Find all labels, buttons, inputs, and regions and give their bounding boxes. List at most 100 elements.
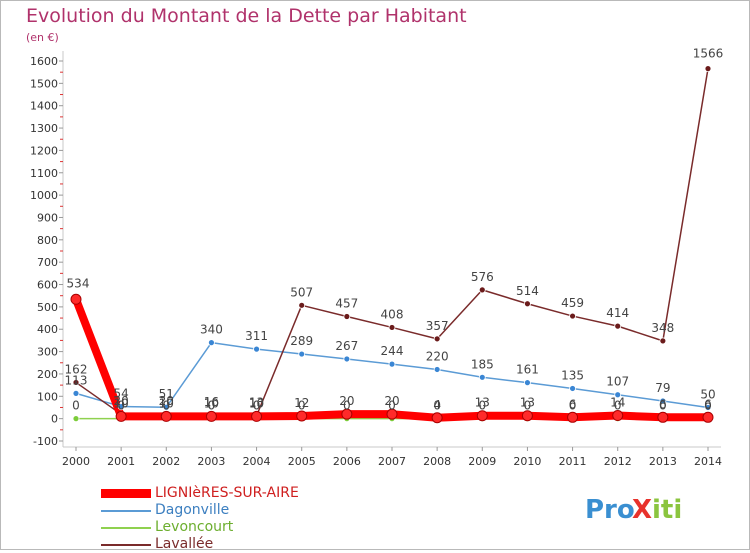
data-point: [70, 293, 82, 305]
data-label: 113: [65, 373, 88, 387]
data-point: [657, 411, 669, 423]
data-label: 576: [471, 270, 494, 284]
data-label: 20: [384, 394, 399, 408]
data-label: 414: [606, 306, 629, 320]
data-point: [388, 360, 396, 368]
data-point: [208, 339, 215, 347]
data-point: [612, 410, 624, 422]
data-label: 507: [290, 285, 313, 299]
y-tick-label: 300: [37, 346, 58, 359]
data-label: 20: [114, 394, 129, 408]
data-label: 0: [524, 399, 532, 413]
data-label: 185: [471, 357, 494, 371]
data-point: [569, 385, 576, 392]
data-label: 107: [606, 375, 629, 389]
series-points: [70, 65, 714, 424]
data-point: [704, 65, 712, 72]
y-tick-label: 800: [37, 234, 58, 247]
data-label: 459: [561, 296, 584, 310]
y-tick-label: 100: [37, 390, 58, 403]
data-label: 13: [249, 396, 264, 410]
y-tick-label: 1100: [30, 167, 58, 180]
x-tick-label: 2008: [423, 455, 451, 468]
data-point: [433, 366, 441, 373]
data-point: [659, 337, 667, 345]
legend-swatch: [101, 489, 151, 498]
data-point: [433, 335, 441, 343]
data-label: 13: [475, 396, 490, 410]
data-label: 408: [381, 307, 404, 321]
y-tick-label: 1400: [30, 100, 58, 113]
data-label: 16: [204, 395, 219, 409]
legend-label: Levoncourt: [155, 519, 234, 535]
data-label: 10: [249, 396, 264, 410]
y-tick-label: 1500: [30, 77, 58, 90]
data-label: 340: [200, 323, 223, 337]
x-tick-label: 2011: [559, 455, 587, 468]
data-label: 267: [335, 339, 358, 353]
data-label: 6: [569, 397, 577, 411]
data-point: [614, 391, 622, 399]
data-label: 0: [72, 399, 80, 413]
y-tick-label: 400: [37, 323, 58, 336]
y-tick-label: 200: [37, 368, 58, 381]
data-point: [478, 373, 486, 381]
data-point: [521, 410, 533, 422]
x-tick-label: 2013: [649, 455, 677, 468]
data-point: [614, 322, 622, 330]
data-point: [251, 410, 263, 422]
x-tick-label: 2001: [107, 455, 135, 468]
data-label: 50: [700, 387, 715, 401]
y-tick-label: 1200: [30, 144, 58, 157]
chart-subtitle: (en €): [26, 31, 59, 44]
data-label: 0: [704, 399, 712, 413]
data-label: 220: [426, 349, 449, 363]
data-label: 357: [426, 319, 449, 333]
legend-swatch: [101, 544, 151, 546]
y-tick-label: 1300: [30, 122, 58, 135]
legend-label: Dagonville: [155, 502, 230, 518]
data-label: 534: [67, 276, 90, 290]
data-label: 0: [162, 399, 170, 413]
svg-text:X: X: [632, 495, 652, 525]
legend-label: Lavallée: [155, 536, 214, 552]
data-point: [569, 312, 576, 320]
data-point: [298, 301, 306, 309]
data-point: [298, 350, 306, 358]
data-point: [117, 403, 125, 410]
data-label: 0: [298, 399, 306, 413]
data-point: [524, 300, 531, 308]
data-point: [162, 403, 170, 411]
data-label: 4: [433, 398, 441, 412]
data-point: [476, 410, 488, 422]
data-label: 10: [204, 396, 219, 410]
y-tick-label: 0: [51, 413, 58, 426]
x-tick-label: 2004: [243, 455, 271, 468]
x-tick-label: 2003: [197, 455, 225, 468]
data-label: 20: [339, 394, 354, 408]
x-tick-label: 2007: [378, 455, 406, 468]
data-label: 0: [117, 399, 125, 413]
svg-text:Pro: Pro: [585, 495, 635, 525]
legend-swatch: [101, 527, 151, 529]
y-tick-label: 1600: [30, 55, 58, 68]
data-label: 1566: [693, 47, 724, 61]
data-point: [115, 410, 127, 422]
x-tick-label: 2005: [288, 455, 316, 468]
x-tick-label: 2012: [604, 455, 632, 468]
data-point: [72, 389, 80, 397]
y-tick-label: 1000: [30, 189, 58, 202]
data-label: 0: [478, 399, 486, 413]
data-label: 79: [655, 381, 670, 395]
data-point: [388, 324, 396, 331]
data-point: [478, 286, 486, 294]
data-point: [253, 345, 260, 353]
data-point: [343, 355, 351, 363]
data-label: 0: [343, 399, 351, 413]
data-point: [386, 408, 398, 420]
data-label: 0: [569, 399, 577, 413]
y-tick-label: 900: [37, 211, 58, 224]
